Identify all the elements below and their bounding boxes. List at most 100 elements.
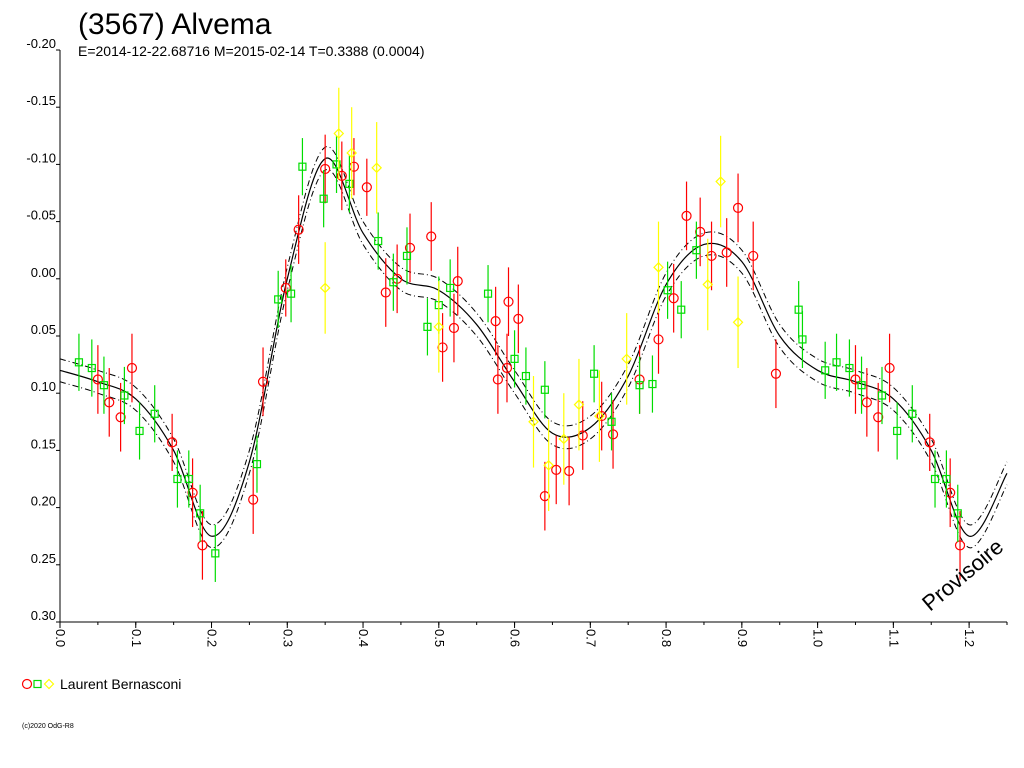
data-point-diamond <box>715 176 726 187</box>
data-point-circle <box>884 362 895 374</box>
data-point-diamond <box>594 410 605 422</box>
x-tick-label: 0.4 <box>356 629 371 647</box>
data-point-circle <box>92 374 103 385</box>
data-point-square <box>374 236 383 246</box>
data-point-circle <box>850 374 861 385</box>
data-point-square <box>345 179 354 188</box>
data-point-square <box>74 358 84 367</box>
data-point-circle <box>564 465 575 477</box>
data-point-circle <box>732 202 744 213</box>
data-point-circle <box>248 494 259 505</box>
data-point-circle <box>187 487 198 498</box>
data-point-square <box>211 549 220 558</box>
data-point-square <box>893 426 902 436</box>
copyright-text: (c)2020 OdG-R8 <box>22 723 74 730</box>
data-point-circle <box>770 368 782 379</box>
y-ticks: -0.20 -0.15 -0.10 -0.05 0.00 0.05 0.10 0.15 0.20… <box>26 36 60 623</box>
data-point-square <box>196 509 205 518</box>
data-point-square <box>446 283 455 293</box>
data-point-square <box>286 289 296 298</box>
data-point-square <box>423 322 432 331</box>
data-point-square <box>540 385 549 394</box>
data-point-square <box>692 246 701 255</box>
y-tick-label: 0.20 <box>31 494 56 509</box>
data-point-square <box>173 474 182 484</box>
data-point-circle <box>954 540 966 551</box>
data-point-circle <box>653 334 664 345</box>
data-point-circle <box>695 226 706 237</box>
data-points <box>74 87 966 582</box>
y-tick-label: -0.05 <box>26 208 56 223</box>
data-point-square <box>942 474 951 484</box>
data-point-circle <box>490 316 501 327</box>
data-point-circle <box>197 540 208 551</box>
data-point-square <box>832 358 841 367</box>
data-point-circle <box>426 231 437 242</box>
data-point-circle <box>257 376 269 387</box>
data-point-square <box>521 371 531 381</box>
data-point-circle <box>361 182 372 193</box>
data-point-circle <box>115 412 126 423</box>
legend: Laurent Bernasconi <box>21 676 181 692</box>
data-point-square <box>298 162 307 171</box>
data-point-square <box>510 354 519 363</box>
data-point-square <box>184 474 193 484</box>
data-point-square <box>845 363 854 373</box>
data-point-diamond <box>573 399 585 410</box>
chart-subtitle: E=2014-12-22.68716 M=2015-02-14 T=0.3388… <box>78 43 425 59</box>
legend-square-marker <box>33 679 42 689</box>
data-point-square <box>332 160 341 169</box>
data-point-circle <box>167 437 178 448</box>
data-point-square <box>635 381 644 390</box>
y-tick-label: 0.00 <box>31 265 56 280</box>
y-tick-label: 0.15 <box>31 436 56 451</box>
data-point-diamond <box>371 162 383 174</box>
data-point-circle <box>668 293 679 304</box>
data-point-circle <box>492 374 503 385</box>
data-point-square <box>677 305 686 314</box>
x-tick-label: 0.2 <box>205 629 220 647</box>
fit-curve <box>59 157 1008 537</box>
data-point-diamond <box>528 416 539 428</box>
data-point-square <box>590 369 599 378</box>
data-point-diamond <box>621 353 633 365</box>
fit-curve-lower <box>59 169 1008 549</box>
data-point-diamond <box>543 459 555 471</box>
x-tick-label: 0.8 <box>659 629 674 647</box>
data-point-square <box>150 409 159 418</box>
data-point-circle <box>293 224 304 235</box>
x-tick-label: 0.6 <box>508 629 523 647</box>
x-tick-label: 1.1 <box>886 629 901 647</box>
data-point-circle <box>577 430 588 441</box>
data-point-circle <box>104 397 115 408</box>
x-tick-label: 0.1 <box>129 629 144 647</box>
data-point-square <box>607 417 616 426</box>
data-point-circle <box>539 491 550 502</box>
data-point-circle <box>280 282 291 294</box>
data-point-circle <box>503 296 514 307</box>
chart-title: (3567) Alvema <box>78 8 272 41</box>
y-tick-label: -0.15 <box>26 93 56 108</box>
x-tick-label: 0.3 <box>280 629 295 647</box>
data-point-diamond <box>346 147 358 159</box>
data-point-circle <box>437 342 448 353</box>
y-tick-label: 0.30 <box>31 608 56 623</box>
data-point-circle <box>501 362 513 374</box>
data-point-circle <box>336 170 347 181</box>
legend-circle-marker <box>21 678 33 690</box>
data-point-square <box>648 379 657 389</box>
data-point-circle <box>126 362 138 374</box>
data-point-circle <box>861 397 872 408</box>
x-tick-label: 0.5 <box>432 629 447 647</box>
data-point-circle <box>924 437 935 448</box>
data-point-circle <box>748 250 759 262</box>
data-point-square <box>794 305 803 314</box>
data-point-square <box>120 391 129 400</box>
data-point-circle <box>681 210 692 221</box>
x-tick-label: 1.0 <box>811 629 826 647</box>
data-point-diamond <box>433 321 445 333</box>
data-point-square <box>908 409 917 418</box>
fit-curves <box>59 146 1008 549</box>
data-point-diamond <box>732 316 744 328</box>
data-point-diamond <box>558 433 570 445</box>
